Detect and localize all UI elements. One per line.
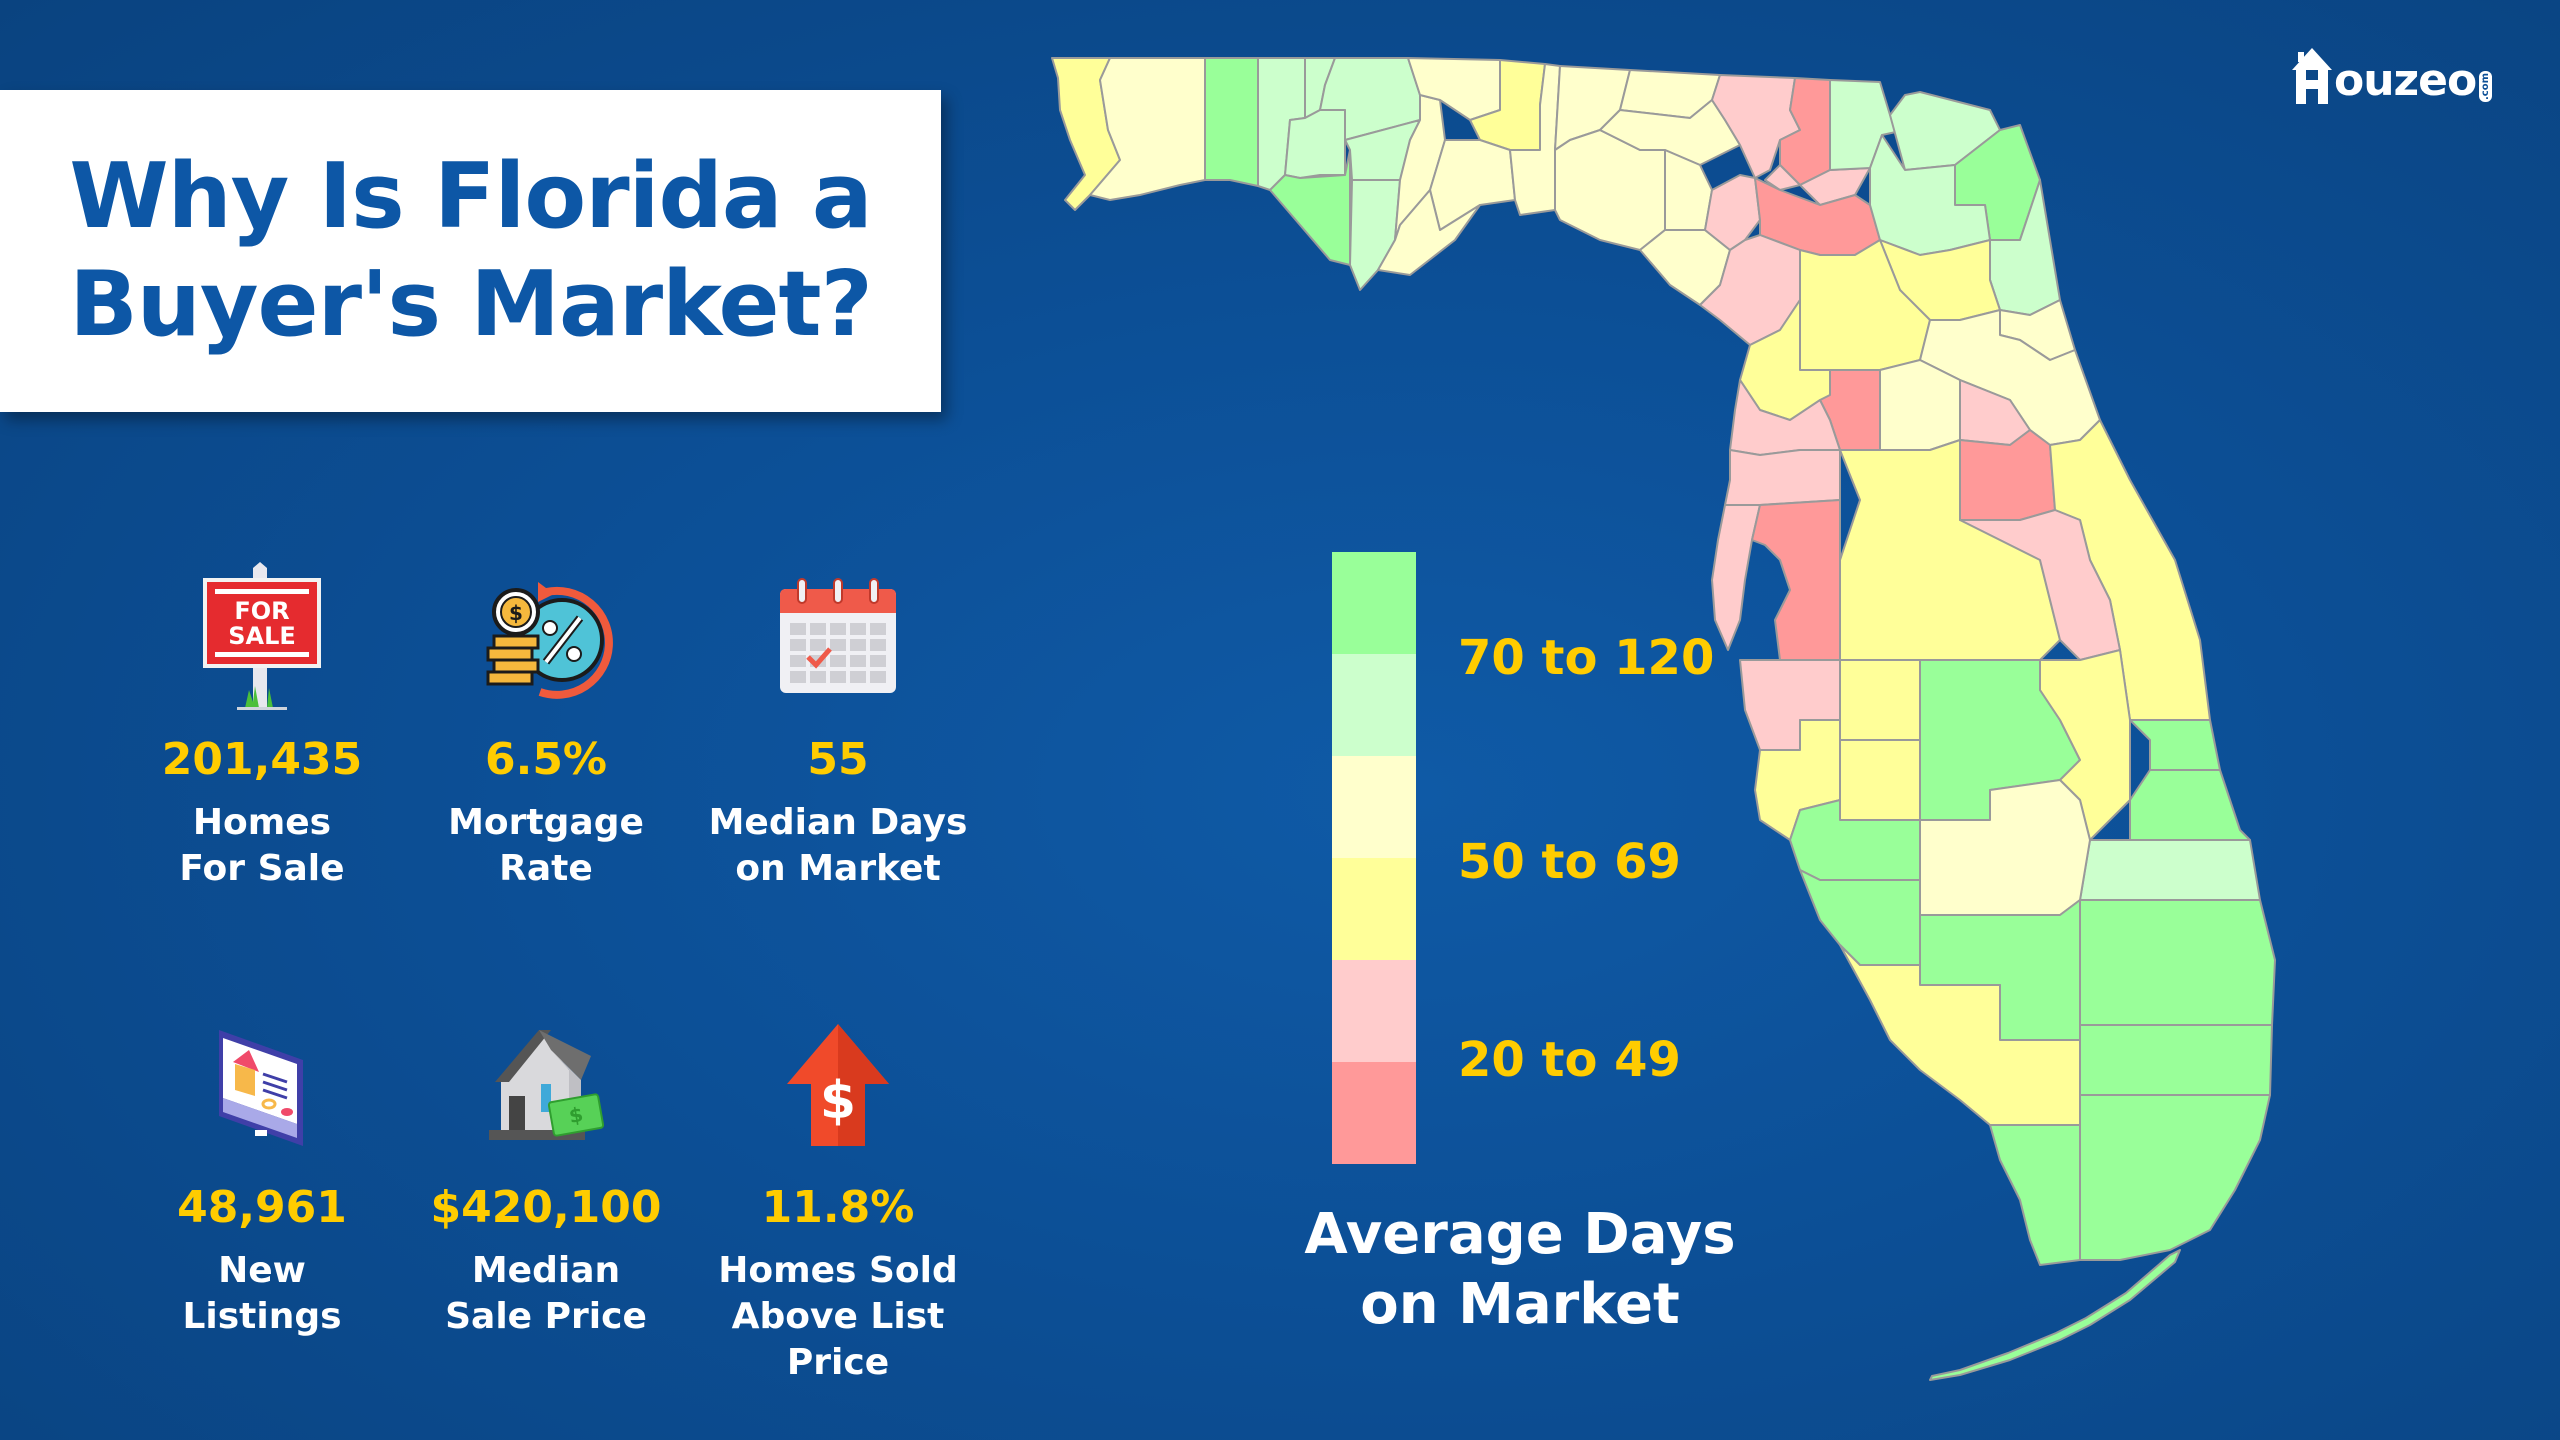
county-palm-beach: [2079, 899, 2276, 1026]
calendar-icon: [688, 562, 988, 712]
legend-label-high: 70 to 120: [1458, 630, 1715, 686]
house-logo-icon: [2292, 48, 2332, 104]
county-nassau: [1829, 79, 1906, 171]
legend-swatch: [1332, 1062, 1416, 1164]
county-indian-river: [2129, 719, 2221, 771]
county-okaloosa: [1204, 57, 1259, 187]
stat-label: Median Days on Market: [708, 802, 968, 889]
county-clay: [1869, 134, 1991, 256]
svg-text:$: $: [820, 1071, 856, 1131]
county-lake: [1879, 359, 1961, 451]
stat-homes-above-list: $ 11.8% Homes Sold Above List Price: [688, 1010, 988, 1386]
stat-median-days: 55 Median Days on Market: [688, 562, 988, 892]
stat-label: Median Sale Price: [445, 1250, 647, 1337]
legend-swatch: [1332, 654, 1416, 756]
stat-label: New Listings: [182, 1250, 342, 1337]
stat-new-listings: 48,961 New Listings: [112, 1010, 412, 1340]
county-franklin: [1377, 189, 1481, 276]
county-desoto: [1839, 739, 1921, 821]
logo-wordmark: ouzeo: [2334, 55, 2477, 106]
legend-label-mid: 50 to 69: [1458, 834, 1681, 890]
legend-title-line-2: on Market: [1360, 1272, 1680, 1337]
stat-value: 11.8%: [761, 1182, 915, 1233]
legend-color-scale: [1332, 552, 1416, 1164]
county-st-lucie: [2129, 769, 2251, 841]
legend-title-line-1: Average Days: [1304, 1202, 1736, 1267]
price-up-arrow-icon: $: [688, 1010, 988, 1160]
county-lee: [1799, 869, 1921, 966]
county-hardee: [1839, 659, 1921, 741]
stat-value: $420,100: [430, 1182, 662, 1233]
county-osceola: [1959, 509, 2121, 661]
for-sale-sign-icon: FOR SALE: [112, 562, 412, 712]
county-hillsborough: [1751, 499, 1841, 661]
stat-value: 48,961: [177, 1182, 347, 1233]
svg-text:$: $: [567, 1102, 585, 1128]
legend-swatch: [1332, 960, 1416, 1062]
county-monroe-mainland: [1989, 1124, 2081, 1266]
title-line-1: Why Is Florida a: [69, 144, 872, 249]
county-miami-dade: [2079, 1094, 2271, 1261]
stat-label: Homes For Sale: [179, 802, 345, 889]
county-suwannee: [1599, 99, 1741, 166]
county-pasco: [1724, 449, 1841, 506]
county-pinellas: [1711, 504, 1761, 651]
stat-median-sale-price: $ $420,100 Median Sale Price: [396, 1010, 696, 1340]
title-card: Why Is Florida a Buyer's Market?: [0, 90, 941, 412]
county-washington: [1284, 109, 1346, 179]
stat-label: Mortgage Rate: [448, 802, 644, 889]
county-gulf: [1349, 179, 1401, 291]
stat-homes-for-sale: FOR SALE 201,435 Homes For Sale: [112, 562, 412, 892]
stat-value: 201,435: [161, 734, 363, 785]
legend-label-low: 20 to 49: [1458, 1032, 1681, 1088]
county-bradford: [1799, 167, 1871, 206]
page-title: Why Is Florida a Buyer's Market?: [69, 143, 873, 359]
county-broward: [2079, 1024, 2273, 1096]
svg-text:$: $: [509, 601, 523, 625]
stat-label: Homes Sold Above List Price: [718, 1250, 958, 1383]
legend-swatch: [1332, 552, 1416, 654]
houzeo-logo[interactable]: ouzeo .com: [2290, 42, 2493, 106]
svg-text:SALE: SALE: [228, 622, 296, 650]
county-gilchrist: [1704, 174, 1761, 251]
legend-title: Average Days on Market: [1250, 1200, 1790, 1340]
mortgage-rate-icon: $: [396, 562, 696, 712]
county-martin: [2079, 839, 2261, 901]
stat-mortgage-rate: $ 6.5% Mortgage Rate: [396, 562, 696, 892]
listing-monitor-icon: [112, 1010, 412, 1160]
legend-swatch: [1332, 756, 1416, 858]
florida-keys: [1929, 1249, 2181, 1381]
county-santa-rosa: [1089, 57, 1206, 201]
legend-swatch: [1332, 858, 1416, 960]
title-line-2: Buyer's Market?: [69, 252, 873, 357]
stat-value: 6.5%: [484, 734, 608, 785]
house-money-icon: $: [396, 1010, 696, 1160]
stat-value: 55: [807, 734, 869, 785]
svg-text:FOR: FOR: [234, 597, 289, 625]
